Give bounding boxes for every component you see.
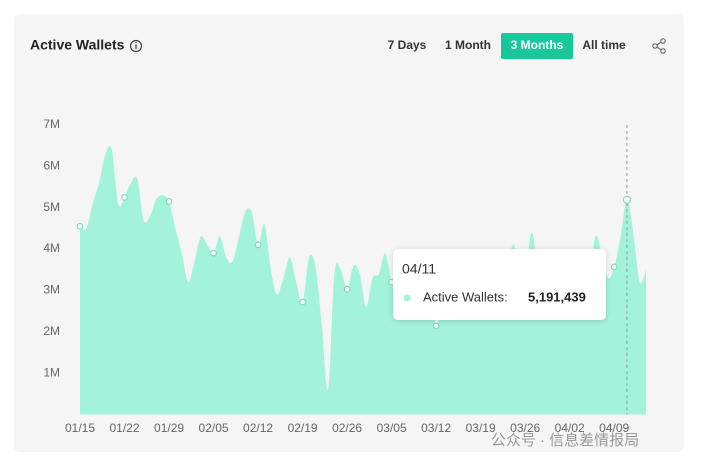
x-tick-label: 02/05 <box>199 421 229 435</box>
watermark: 公众号 · 信息差情报局 <box>491 432 639 449</box>
share-icon[interactable] <box>652 38 666 54</box>
x-tick-label: 02/26 <box>332 421 362 435</box>
x-tick-label: 01/29 <box>154 421 184 435</box>
y-tick-label: 7M <box>43 117 60 131</box>
point <box>254 241 262 249</box>
x-tick-label: 03/05 <box>377 421 407 435</box>
y-tick-label: 3M <box>43 283 60 297</box>
x-tick-label: 03/12 <box>421 421 451 435</box>
range-button[interactable]: 7 Days <box>388 38 427 52</box>
point <box>610 263 618 271</box>
point <box>299 298 306 306</box>
x-tick-label: 03/26 <box>510 421 540 435</box>
point <box>432 322 440 330</box>
point <box>165 198 173 205</box>
tooltip-swatch <box>403 294 411 302</box>
point <box>343 285 351 293</box>
x-tick-label: 01/15 <box>65 421 95 435</box>
range-button[interactable]: 1 Month <box>445 38 491 52</box>
tooltip-box <box>393 249 606 320</box>
x-tick-label: 04/02 <box>555 421 585 435</box>
x-tick-label: 03/19 <box>466 421 496 435</box>
tooltip-value: 5,191,439 <box>528 289 586 304</box>
tooltip-label: Active Wallets: <box>423 289 508 304</box>
plot: 1M 2M 3M 4M 5M 6M 7M 01/15 01/22 01/29 02/05 02/12 0… <box>43 117 646 435</box>
range-buttons: 7 Days 1 Month 3 Months All time <box>388 33 626 59</box>
point <box>210 249 217 257</box>
x-tick-label: 04/09 <box>599 421 629 435</box>
range-button[interactable]: 3 Months <box>511 38 564 52</box>
y-tick-label: 1M <box>43 365 60 379</box>
range-button[interactable]: All time <box>582 38 626 52</box>
chart-title: Active Wallets <box>30 37 125 53</box>
x-tick-label: 02/12 <box>243 421 273 435</box>
y-tick-label: 5M <box>43 200 60 214</box>
point <box>76 222 84 230</box>
tooltip: 04/11 Active Wallets: 5,191,439 <box>393 249 606 320</box>
tooltip-date: 04/11 <box>402 261 436 277</box>
y-tick-label: 2M <box>43 324 60 338</box>
x-tick-label: 02/19 <box>288 421 318 435</box>
active-range-bg <box>501 33 573 59</box>
y-tick-label: 4M <box>43 241 60 255</box>
point <box>121 193 128 201</box>
info-icon[interactable] <box>129 39 143 53</box>
y-tick-label: 6M <box>43 159 60 173</box>
area <box>80 145 646 415</box>
x-tick-label: 01/22 <box>110 421 140 435</box>
point <box>622 195 632 204</box>
